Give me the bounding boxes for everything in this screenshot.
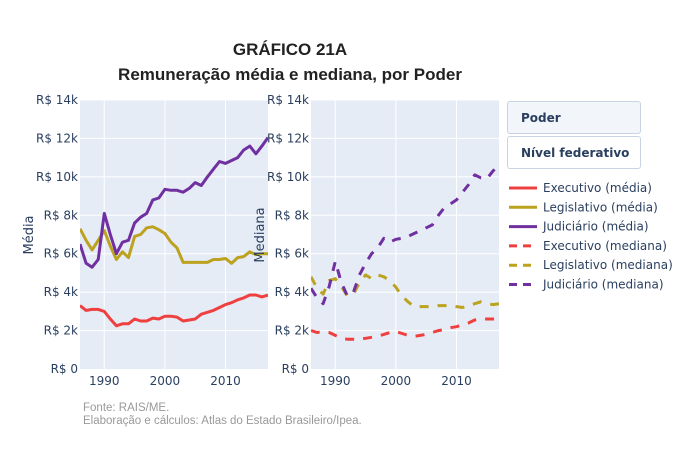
y-tick-label: R$ 10k — [36, 170, 78, 184]
credits-note: Elaboração e cálculos: Atlas do Estado B… — [83, 415, 362, 427]
chart-title: GRÁFICO 21A — [233, 40, 347, 59]
poder-button-label: Poder — [521, 110, 561, 125]
legend-label: Executivo (mediana) — [543, 239, 667, 253]
y-tick-label: R$ 12k — [267, 131, 309, 145]
legend: Executivo (média) Legislativo (média) Judi… — [509, 181, 673, 292]
y-tick-label: R$ 0 — [51, 362, 78, 376]
y-tick-label: R$ 6k — [275, 247, 309, 261]
legend-label: Judiciário (mediana) — [542, 278, 664, 292]
y-tick-label: R$ 14k — [267, 93, 309, 107]
x-tick-label: 2000 — [150, 374, 181, 388]
legend-label: Legislativo (média) — [543, 200, 658, 214]
series-line-executivo-m-dia[interactable] — [80, 293, 268, 328]
y-tick-label: R$ 0 — [282, 362, 309, 376]
legend-item[interactable]: Judiciário (mediana) — [509, 278, 664, 292]
series-line-executivo-mediana[interactable] — [311, 317, 499, 341]
legend-label: Legislativo (mediana) — [543, 258, 673, 272]
x-tick-label: 2010 — [441, 374, 472, 388]
y-tick-label: R$ 4k — [44, 285, 78, 299]
y-tick-label: R$ 8k — [44, 208, 78, 222]
x-tick-label: 1990 — [320, 374, 351, 388]
y-tick-label: R$ 12k — [36, 131, 78, 145]
legend-item[interactable]: Executivo (média) — [509, 181, 652, 195]
nivel-federativo-button-label: Nível federativo — [521, 145, 630, 160]
x-tick-label: 2010 — [210, 374, 241, 388]
poder-button[interactable]: Poder — [507, 101, 641, 134]
chart-subtitle: Remuneração média e mediana, por Poder — [118, 65, 462, 84]
series-line-legislativo-m-dia[interactable] — [80, 225, 268, 265]
y-tick-label: R$ 6k — [44, 247, 78, 261]
plot-area-mediana[interactable] — [311, 100, 499, 369]
nivel-federativo-button[interactable]: Nível federativo — [507, 136, 641, 169]
legend-item[interactable]: Executivo (mediana) — [509, 239, 667, 253]
source-note: Fonte: RAIS/ME. — [83, 402, 169, 414]
series-line-judici-rio-m-dia[interactable] — [80, 136, 268, 269]
y-tick-label: R$ 2k — [275, 324, 309, 338]
panel-mediana: R$ 0 R$ 2k R$ 4k R$ 6k R$ 8k R$ 10k R$ 12k R$ 1… — [267, 93, 499, 388]
y-tick-label: R$ 4k — [275, 285, 309, 299]
y-axis-title-media: Média — [22, 215, 37, 254]
x-tick-label: 1990 — [89, 374, 120, 388]
y-tick-label: R$ 10k — [267, 170, 309, 184]
legend-label: Judiciário (média) — [542, 220, 649, 234]
y-tick-label: R$ 8k — [275, 208, 309, 222]
legend-item[interactable]: Judiciário (média) — [509, 220, 649, 234]
plot-area-media[interactable] — [80, 100, 268, 369]
series-line-judici-rio-mediana[interactable] — [311, 164, 499, 306]
legend-item[interactable]: Legislativo (mediana) — [509, 258, 673, 272]
y-tick-label: R$ 14k — [36, 93, 78, 107]
legend-label: Executivo (média) — [543, 181, 652, 195]
legend-item[interactable]: Legislativo (média) — [509, 200, 658, 214]
x-tick-label: 2000 — [381, 374, 412, 388]
y-tick-label: R$ 2k — [44, 324, 78, 338]
y-axis-title-mediana: Mediana — [253, 207, 268, 262]
panel-media: R$ 0 R$ 2k R$ 4k R$ 6k R$ 8k R$ 10k R$ 12k R$ 1… — [36, 93, 268, 388]
